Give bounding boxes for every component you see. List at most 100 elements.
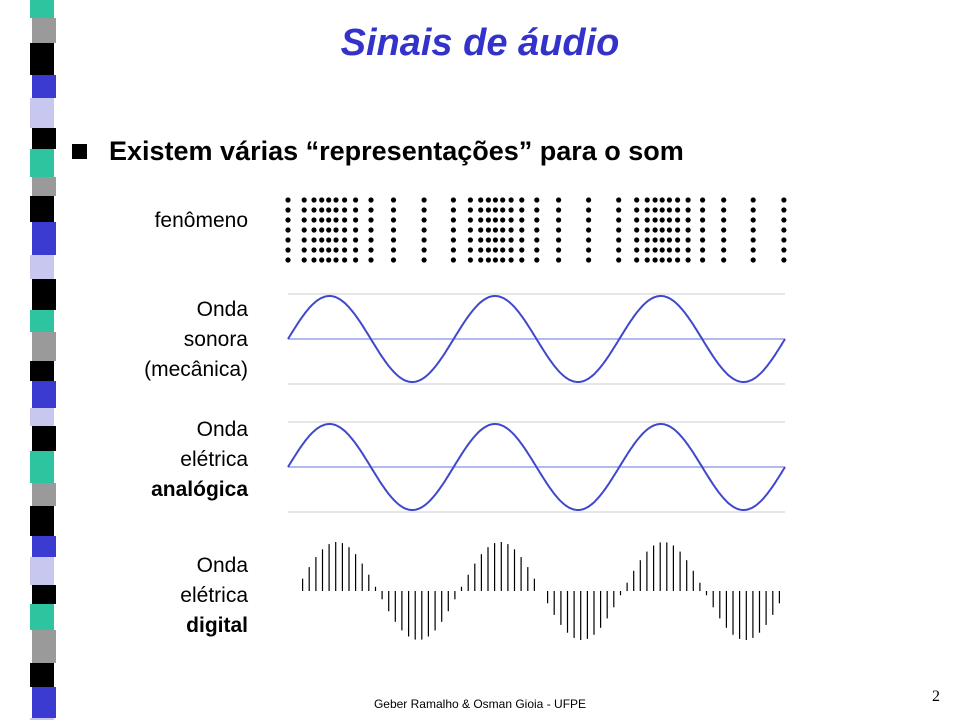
air-particle-dot xyxy=(485,197,491,203)
air-particle-dot xyxy=(659,247,665,253)
label-fenomeno: fenômeno xyxy=(155,206,248,236)
air-particle-dot xyxy=(616,197,622,203)
air-particle-dot xyxy=(700,197,706,203)
label-line-3: digital xyxy=(186,614,248,637)
air-particle-dot xyxy=(492,237,498,243)
label-onda-mecanica: Onda sonora (mecânica) xyxy=(144,295,248,385)
air-particle-dot xyxy=(519,257,525,263)
air-particle-dot xyxy=(644,257,650,263)
strip-segment xyxy=(32,536,56,557)
air-particle-dot xyxy=(342,197,348,203)
strip-segment xyxy=(32,222,56,255)
air-particle-dot xyxy=(750,257,756,263)
air-particle-dot xyxy=(467,257,473,263)
air-particle-dot xyxy=(301,237,307,243)
strip-segment xyxy=(30,98,54,128)
air-particle-dot xyxy=(750,227,756,233)
air-particle-dot xyxy=(534,207,540,213)
air-particle-dot xyxy=(421,227,427,233)
air-particle-dot xyxy=(485,227,491,233)
air-particle-dot xyxy=(311,207,317,213)
air-particle-dot xyxy=(750,247,756,253)
air-particle-dot xyxy=(421,197,427,203)
air-particle-dot xyxy=(333,207,339,213)
air-particle-dot xyxy=(508,237,514,243)
air-particle-dot xyxy=(750,207,756,213)
air-particle-dot xyxy=(519,217,525,223)
air-particle-dot xyxy=(467,227,473,233)
air-particle-dot xyxy=(534,227,540,233)
label-line-3: analógica xyxy=(151,478,248,501)
air-particle-dot xyxy=(781,247,787,253)
air-particle-dot xyxy=(467,217,473,223)
air-particle-dot xyxy=(519,227,525,233)
air-particle-dot xyxy=(326,237,332,243)
air-particle-dot xyxy=(301,227,307,233)
air-particle-dot xyxy=(700,247,706,253)
air-particle-dot xyxy=(586,207,592,213)
air-particle-dot xyxy=(353,237,359,243)
slide-title: Sinais de áudio xyxy=(340,22,620,64)
digital-wave-samples xyxy=(302,542,781,640)
strip-segment xyxy=(30,663,54,687)
air-particle-dot xyxy=(333,257,339,263)
air-particle-dot xyxy=(666,227,673,233)
air-particle-dot xyxy=(700,237,706,243)
air-particle-dot xyxy=(634,247,640,253)
air-particle-dot xyxy=(467,237,473,243)
air-particle-dot xyxy=(492,247,498,253)
air-particle-dot xyxy=(500,237,506,243)
bullet-item: Existem várias “representações” para o s… xyxy=(72,136,684,167)
air-particle-dot xyxy=(721,227,727,233)
air-particle-dot xyxy=(519,237,525,243)
air-particle-dot xyxy=(721,237,727,243)
air-particle-dot xyxy=(326,207,332,213)
air-particle-dot xyxy=(750,217,756,223)
air-particle-dot xyxy=(586,217,592,223)
strip-segment xyxy=(32,128,56,149)
air-particle-dot xyxy=(301,247,307,253)
air-particle-dot xyxy=(319,237,325,243)
strip-segment xyxy=(32,630,56,663)
strip-segment xyxy=(32,585,56,604)
sine-wave-line xyxy=(287,295,786,383)
air-particle-dot xyxy=(478,197,484,203)
air-particle-dot xyxy=(666,207,673,213)
air-particle-dot xyxy=(467,197,473,203)
strip-segment xyxy=(30,451,54,483)
air-particle-dot xyxy=(319,257,325,263)
strip-segment xyxy=(30,408,54,426)
air-particle-dot xyxy=(634,257,640,263)
air-particle-dot xyxy=(675,257,681,263)
strip-segment xyxy=(32,177,56,196)
air-particle-dot xyxy=(326,217,332,223)
strip-segment xyxy=(30,43,54,75)
air-particle-dot xyxy=(652,257,658,263)
air-particle-dot xyxy=(390,227,397,233)
air-particle-dot xyxy=(450,207,456,213)
air-particle-dot xyxy=(368,207,374,213)
air-particle-dot xyxy=(390,247,397,253)
air-particle-dot xyxy=(500,227,506,233)
air-particle-dot xyxy=(467,247,473,253)
air-particle-dot xyxy=(616,217,622,223)
air-particle-dot xyxy=(500,257,506,263)
air-particle-dot xyxy=(652,197,658,203)
air-particle-dot xyxy=(353,227,359,233)
air-particle-dot xyxy=(467,207,473,213)
air-particle-dot xyxy=(634,197,640,203)
strip-segment xyxy=(30,255,54,279)
air-particle-dot xyxy=(301,257,307,263)
air-particle-dot xyxy=(534,247,540,253)
strip-segment xyxy=(32,75,56,98)
air-particle-dot xyxy=(616,247,622,253)
air-particle-dot xyxy=(368,257,374,263)
air-particle-dot xyxy=(368,237,374,243)
air-particle-dot xyxy=(311,247,317,253)
air-particle-dot xyxy=(326,247,332,253)
air-particle-dot xyxy=(342,217,348,223)
air-particle-dot xyxy=(586,237,592,243)
air-particle-dot xyxy=(311,237,317,243)
air-particle-dot xyxy=(721,197,727,203)
air-particle-dot xyxy=(652,217,658,223)
